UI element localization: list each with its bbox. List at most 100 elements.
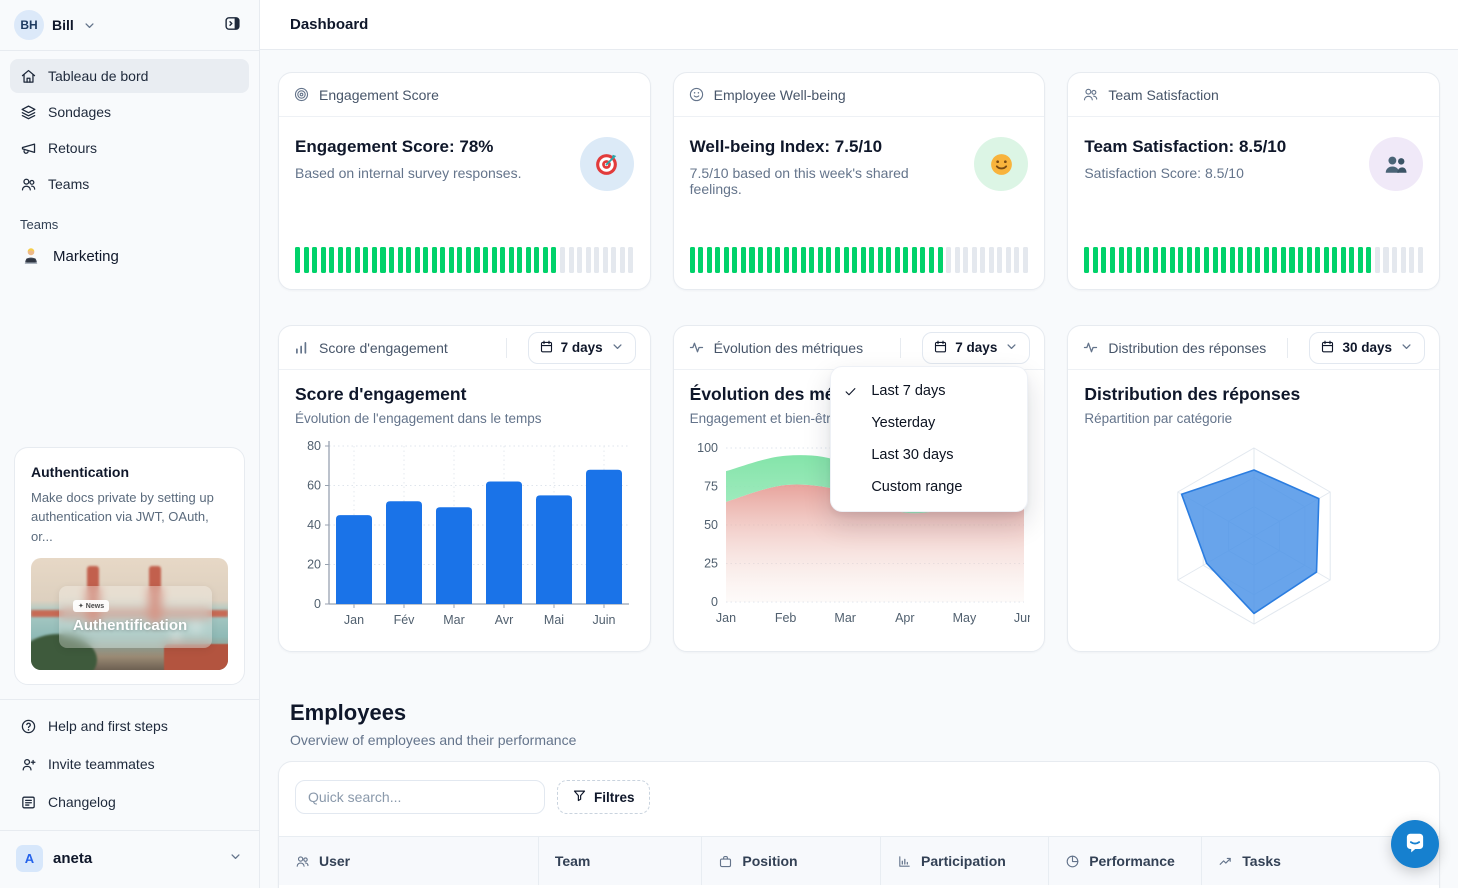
progress-segment xyxy=(698,247,704,273)
sidebar-item-retours[interactable]: Retours xyxy=(10,131,249,165)
progress-segment xyxy=(928,247,935,273)
svg-text:Mai: Mai xyxy=(544,613,564,627)
users-icon xyxy=(295,854,310,869)
sidebar-item-help-and-first-steps[interactable]: Help and first steps xyxy=(10,708,249,744)
progress-segment xyxy=(1135,247,1141,273)
progress-segment xyxy=(783,247,789,273)
progress-segment xyxy=(1280,247,1286,273)
workspace-switcher[interactable]: A aneta xyxy=(0,831,259,888)
progress-segment xyxy=(689,247,695,273)
menu-item-last-30-days[interactable]: Last 30 days xyxy=(831,439,1027,471)
menu-item-custom-range[interactable]: Custom range xyxy=(831,471,1027,503)
sidebar-item-sondages[interactable]: Sondages xyxy=(10,95,249,129)
filters-label: Filtres xyxy=(594,789,635,805)
progress-segment xyxy=(1400,247,1406,273)
progress-segment xyxy=(431,247,437,273)
menu-item-last-7-days[interactable]: Last 7 days xyxy=(831,375,1027,407)
progress-segment xyxy=(834,247,840,273)
column-header-label: Team xyxy=(554,853,591,869)
sidebar-item-label: Tableau de bord xyxy=(48,68,149,84)
svg-text:Jan: Jan xyxy=(716,611,736,625)
progress-segment xyxy=(954,247,960,273)
chat-button[interactable] xyxy=(1391,820,1439,868)
sidebar-footer-nav: Help and first steps Invite teammates Chan… xyxy=(0,700,259,830)
progress-segment xyxy=(826,247,832,273)
svg-text:75: 75 xyxy=(704,480,718,494)
user-menu-button[interactable]: BH Bill xyxy=(14,10,97,40)
page-title: Dashboard xyxy=(290,16,369,33)
progress-segment xyxy=(886,247,892,273)
date-range-dropdown-menu: Last 7 days Yesterday Last 30 days Custom r… xyxy=(830,366,1029,512)
progress-segment xyxy=(483,247,489,273)
progress-segment xyxy=(465,247,471,273)
progress-segment xyxy=(920,247,926,273)
sidebar-collapse-button[interactable] xyxy=(217,10,247,40)
progress-segment xyxy=(448,247,454,273)
sidebar-item-marketing[interactable]: Marketing xyxy=(10,238,249,274)
date-range-button[interactable]: 7 days xyxy=(527,331,636,364)
sidebar-item-changelog[interactable]: Changelog xyxy=(10,784,249,820)
users-icon xyxy=(20,176,37,193)
progress-segment xyxy=(320,247,326,273)
progress-segment xyxy=(946,247,952,273)
progress-segment xyxy=(758,247,764,273)
progress-segment xyxy=(1144,247,1150,273)
progress-segment xyxy=(937,247,943,273)
pie-chart-icon xyxy=(1065,854,1080,869)
progress-segment xyxy=(1178,247,1184,273)
briefcase-icon xyxy=(718,854,733,869)
employees-card: Filtres User Team Position Participation Per… xyxy=(278,761,1440,888)
sidebar-header: BH Bill xyxy=(0,0,259,50)
progress-segment xyxy=(474,247,480,273)
svg-text:80: 80 xyxy=(307,439,321,453)
progress-segment xyxy=(1127,247,1133,273)
progress-segment xyxy=(1263,247,1269,273)
users-icon xyxy=(1082,86,1099,103)
svg-text:Mar: Mar xyxy=(443,613,465,627)
activity-icon xyxy=(1082,339,1099,356)
date-range-label: 7 days xyxy=(560,340,603,355)
progress-segment xyxy=(963,247,969,273)
progress-bar xyxy=(689,247,1029,273)
sidebar-item-teams[interactable]: Teams xyxy=(10,167,249,201)
section-subtitle: Overview of employees and their performa… xyxy=(290,732,577,748)
divider xyxy=(0,830,259,831)
sidebar-item-invite-teammates[interactable]: Invite teammates xyxy=(10,746,249,782)
svg-text:May: May xyxy=(952,611,976,625)
progress-segment xyxy=(1255,247,1261,273)
filters-button[interactable]: Filtres xyxy=(557,780,650,814)
stat-card-employee-well-being: Employee Well-being Well-being Index: 7.… xyxy=(672,72,1046,290)
newspaper-icon xyxy=(20,794,37,811)
column-header-position: Position xyxy=(702,837,881,885)
progress-segment xyxy=(1298,247,1304,273)
employees-toolbar: Filtres xyxy=(279,762,1439,814)
stat-card-header-label: Engagement Score xyxy=(319,86,439,103)
chart-title: Distribution des réponses xyxy=(1084,384,1301,404)
responses-radar-chart xyxy=(1177,447,1332,625)
column-header-participation: Participation xyxy=(881,837,1050,885)
sidebar-item-label: Sondages xyxy=(48,104,112,120)
progress-segment xyxy=(766,247,772,273)
progress-segment xyxy=(1246,247,1252,273)
date-range-button[interactable]: 7 days xyxy=(922,331,1031,364)
search-input[interactable] xyxy=(295,780,545,814)
user-name: Bill xyxy=(52,17,74,33)
progress-segment xyxy=(706,247,712,273)
progress-segment xyxy=(997,247,1003,273)
sidebar-item-tableau-de-bord[interactable]: Tableau de bord xyxy=(10,59,249,93)
progress-segment xyxy=(354,247,360,273)
column-header-team: Team xyxy=(538,837,703,885)
progress-segment xyxy=(1340,247,1346,273)
menu-item-yesterday[interactable]: Yesterday xyxy=(831,407,1027,439)
progress-segment xyxy=(534,247,540,273)
progress-segment xyxy=(860,247,866,273)
promo-card-authentication[interactable]: Authentication Make docs private by sett… xyxy=(14,446,245,685)
progress-segment xyxy=(1109,247,1116,273)
svg-text:100: 100 xyxy=(697,441,718,455)
progress-segment xyxy=(971,247,977,273)
svg-text:40: 40 xyxy=(307,518,321,532)
date-range-button[interactable]: 30 days xyxy=(1309,331,1425,364)
calendar-icon xyxy=(933,339,948,357)
stat-card-team-satisfaction: Team Satisfaction Team Satisfaction: 8.5… xyxy=(1067,72,1440,290)
chart-subtitle: Répartition par catégorie xyxy=(1084,411,1233,426)
